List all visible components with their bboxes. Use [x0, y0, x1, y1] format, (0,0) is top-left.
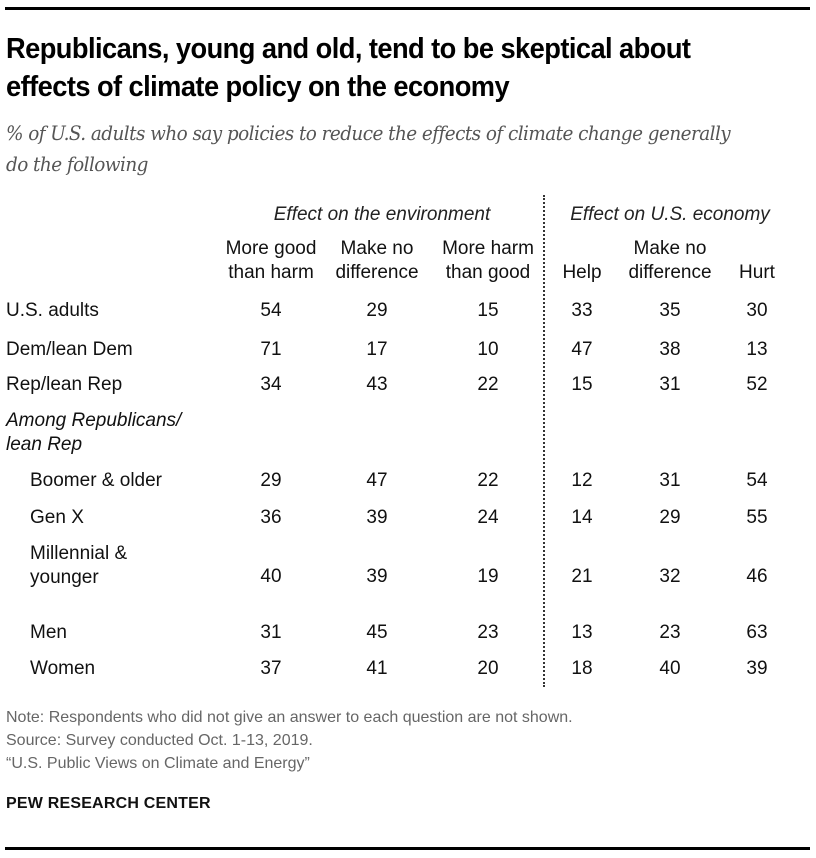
table-cell: 34	[260, 374, 282, 395]
table-cell: 47	[366, 470, 388, 491]
table-cell: 54	[746, 470, 768, 491]
row-label: Rep/lean Rep	[6, 374, 123, 395]
column-header: More harm than good	[442, 238, 534, 283]
row-label: U.S. adults	[6, 300, 99, 321]
table-cell: 32	[659, 566, 681, 587]
table-cell: 55	[746, 507, 768, 528]
table-cell: 10	[477, 339, 499, 360]
table-cell: 37	[260, 658, 282, 679]
top-rule	[5, 7, 810, 10]
table-cell: 19	[477, 566, 499, 587]
table-cell: 22	[477, 470, 499, 491]
table-cell: 30	[746, 300, 768, 321]
table-cell: 18	[571, 658, 593, 679]
table-cell: 39	[366, 566, 388, 587]
row-label: Men	[30, 622, 67, 643]
table-cell: 40	[260, 566, 282, 587]
table-cell: 13	[571, 622, 593, 643]
row-label: Gen X	[30, 507, 84, 528]
bottom-rule	[5, 847, 810, 850]
table-cell: 35	[659, 300, 681, 321]
column-header: Hurt	[739, 262, 775, 283]
table-cell: 52	[746, 374, 768, 395]
row-label: Millennial & younger	[30, 543, 128, 588]
column-header: Help	[562, 262, 602, 283]
row-label: Boomer & older	[30, 470, 163, 491]
table-cell: 47	[571, 339, 593, 360]
table-cell: 12	[571, 470, 593, 491]
table-cell: 38	[659, 339, 681, 360]
table-cell: 31	[659, 470, 681, 491]
chart-subtitle: % of U.S. adults who say policies to red…	[6, 121, 731, 176]
table-cell: 22	[477, 374, 499, 395]
column-group-divider	[543, 195, 545, 687]
table-cell: 14	[571, 507, 593, 528]
column-header: Make no difference	[628, 238, 712, 283]
group-header-economy: Effect on U.S. economy	[570, 204, 770, 225]
row-label: Women	[30, 658, 96, 679]
table-cell: 45	[366, 622, 388, 643]
group-header-environment: Effect on the environment	[273, 204, 491, 225]
table-cell: 39	[746, 658, 768, 679]
table-cell: 21	[571, 566, 593, 587]
table-cell: 29	[260, 470, 282, 491]
table-cell: 31	[659, 374, 681, 395]
table-cell: 36	[260, 507, 282, 528]
table-cell: 39	[366, 507, 388, 528]
table-cell: 15	[571, 374, 593, 395]
table-cell: 40	[659, 658, 681, 679]
table-cell: 23	[477, 622, 499, 643]
table-cell: 71	[260, 339, 282, 360]
table-cell: 43	[366, 374, 388, 395]
table-cell: 17	[366, 339, 388, 360]
source-text: Source: Survey conducted Oct. 1-13, 2019…	[6, 732, 313, 749]
table-cell: 29	[659, 507, 681, 528]
notes-block: Note: Respondents who did not give an an…	[6, 706, 573, 775]
report-title: “U.S. Public Views on Climate and Energy…	[6, 755, 310, 772]
table-cell: 41	[366, 658, 388, 679]
note-text: Note: Respondents who did not give an an…	[6, 709, 573, 726]
table-cell: 23	[659, 622, 681, 643]
column-header: Make no difference	[335, 238, 419, 283]
table-cell: 33	[571, 300, 593, 321]
row-label: Dem/lean Dem	[6, 339, 133, 360]
table-cell: 46	[746, 566, 768, 587]
table-cell: 54	[260, 300, 282, 321]
chart-title: Republicans, young and old, tend to be s…	[6, 33, 691, 103]
table-cell: 29	[366, 300, 388, 321]
table-cell: 15	[477, 300, 499, 321]
table-cell: 24	[477, 507, 499, 528]
section-header: Among Republicans/ lean Rep	[6, 410, 182, 455]
table-cell: 13	[746, 339, 768, 360]
table-cell: 20	[477, 658, 499, 679]
table-cell: 63	[746, 622, 768, 643]
brand-label: PEW RESEARCH CENTER	[6, 795, 211, 812]
column-header: More good than harm	[225, 238, 317, 283]
table-cell: 31	[260, 622, 282, 643]
